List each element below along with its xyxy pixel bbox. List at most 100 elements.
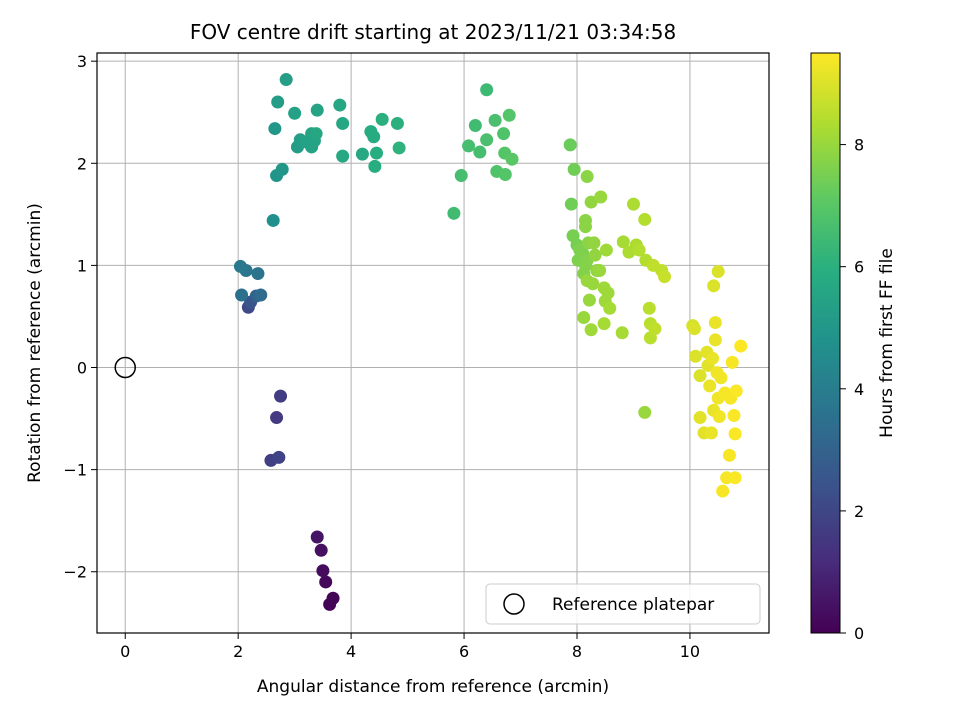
data-point (268, 122, 282, 136)
x-axis-ticks: 0 2 4 6 8 10 (120, 633, 700, 661)
data-point (597, 317, 611, 331)
data-point (687, 322, 701, 336)
data-point (370, 146, 384, 160)
data-point (564, 197, 578, 211)
x-tick-label: 0 (120, 642, 130, 661)
data-point (310, 103, 324, 117)
data-point (603, 301, 617, 315)
data-point (390, 116, 404, 130)
reference-platepar-marker (114, 356, 136, 379)
data-point (310, 530, 324, 544)
data-point (711, 265, 725, 279)
x-tick-label: 10 (680, 642, 700, 661)
data-point (316, 564, 330, 578)
data-point (319, 575, 333, 589)
data-point (632, 243, 646, 257)
data-point (355, 147, 369, 161)
data-point (587, 236, 601, 250)
data-point (734, 339, 748, 353)
data-point (703, 379, 717, 393)
data-point (642, 301, 656, 315)
grid (97, 53, 769, 633)
plot-frame (96, 52, 770, 634)
colorbar-tick-label: 2 (854, 502, 864, 521)
data-point (314, 543, 328, 557)
colorbar-tick-label: 0 (854, 624, 864, 643)
y-tick-label: −2 (63, 563, 87, 582)
data-point (375, 112, 389, 126)
colorbar-label: Hours from first FF file (877, 248, 897, 438)
data-point (599, 243, 613, 257)
data-point (392, 141, 406, 155)
data-point (729, 384, 743, 398)
colorbar-gradient (810, 52, 841, 634)
data-point (271, 95, 285, 109)
data-point (447, 206, 461, 220)
legend-marker-reference (503, 593, 525, 615)
data-points (233, 73, 748, 611)
data-point (722, 448, 736, 462)
colorbar-ticks: 0 2 4 6 8 (840, 136, 864, 643)
data-point (498, 168, 512, 182)
data-point (693, 411, 707, 425)
colorbar-tick-label: 6 (854, 258, 864, 277)
x-tick-label: 4 (346, 642, 356, 661)
data-point (638, 405, 652, 419)
data-point (254, 288, 268, 302)
data-point (563, 138, 577, 152)
data-point (275, 162, 289, 176)
data-point (708, 333, 722, 347)
data-point (648, 322, 662, 336)
data-point (336, 116, 350, 130)
data-point (454, 169, 468, 183)
data-point (578, 220, 592, 234)
data-point (333, 98, 347, 112)
x-tick-label: 8 (572, 642, 582, 661)
data-point (488, 113, 502, 127)
data-point (727, 409, 741, 422)
y-tick-label: 3 (77, 52, 87, 71)
x-tick-label: 2 (233, 642, 243, 661)
data-point (728, 427, 742, 441)
data-point (251, 267, 265, 281)
data-point (707, 279, 721, 293)
data-point (693, 369, 707, 383)
data-point (626, 197, 640, 211)
colorbar: 0 2 4 6 8 Hours from first FF file (810, 52, 897, 643)
data-point (502, 108, 516, 122)
data-point (497, 127, 511, 141)
data-point (336, 149, 350, 163)
data-point (462, 139, 476, 153)
data-point (473, 145, 487, 159)
data-point (266, 213, 280, 227)
legend-box (485, 583, 761, 625)
data-point (593, 264, 607, 277)
data-point (586, 277, 600, 291)
data-point (480, 83, 494, 97)
data-point (712, 410, 726, 424)
colorbar-tick-label: 4 (854, 380, 864, 399)
data-point (658, 270, 672, 284)
chart-title: FOV centre drift starting at 2023/11/21 … (190, 20, 676, 44)
data-point (567, 162, 581, 176)
data-point (274, 389, 288, 403)
data-point (616, 235, 630, 249)
data-point (704, 426, 718, 440)
colorbar-tick-label: 8 (854, 136, 864, 155)
data-point (594, 190, 608, 204)
y-tick-label: −1 (63, 461, 87, 480)
data-point (233, 259, 247, 273)
data-point (270, 411, 284, 425)
data-point (480, 133, 494, 147)
data-point (235, 288, 249, 302)
y-axis-ticks: −2 −1 0 1 2 3 (63, 52, 97, 582)
y-axis-label: Rotation from reference (arcmin) (25, 203, 45, 483)
data-point (708, 316, 722, 330)
data-point (728, 471, 742, 485)
y-tick-label: 1 (77, 256, 87, 275)
data-point (615, 326, 629, 340)
data-point (577, 310, 591, 324)
data-point (505, 152, 519, 166)
x-tick-label: 6 (459, 642, 469, 661)
